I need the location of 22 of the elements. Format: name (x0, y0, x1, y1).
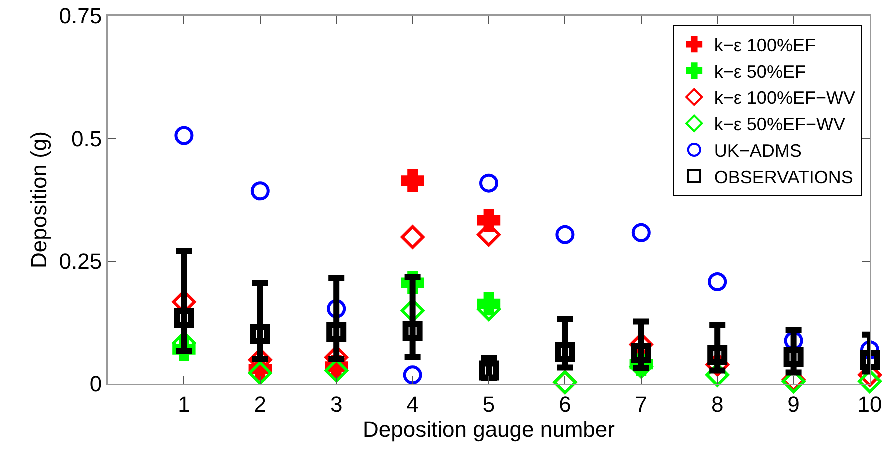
x-tick-label: 4 (406, 392, 419, 417)
y-tick-label: 0.75 (59, 4, 102, 29)
legend-label: k−ε 100%EF−WV (714, 88, 856, 108)
legend-label: k−ε 100%EF (714, 35, 816, 56)
x-tick-label: 3 (330, 392, 343, 417)
y-tick-label: 0 (90, 372, 102, 397)
legend-label: k−ε 50%EF−WV (714, 114, 846, 135)
x-tick-label: 1 (178, 392, 190, 417)
x-tick-label: 2 (254, 392, 267, 417)
legend-label: OBSERVATIONS (714, 167, 854, 188)
y-tick-label: 0.25 (59, 249, 102, 274)
y-axis-title: Deposition (g) (26, 132, 52, 268)
x-tick-label: 6 (559, 392, 572, 417)
legend-label: UK−ADMS (714, 141, 802, 162)
x-tick-label: 10 (858, 392, 882, 417)
x-tick-label: 9 (788, 392, 800, 417)
x-tick-label: 5 (482, 392, 496, 417)
legend-label: k−ε 50%EF (714, 62, 806, 82)
x-axis-title: Deposition gauge number (363, 416, 615, 442)
x-tick-label: 8 (711, 392, 724, 417)
y-tick-label: 0.5 (72, 126, 102, 152)
x-tick-label: 7 (635, 392, 648, 417)
